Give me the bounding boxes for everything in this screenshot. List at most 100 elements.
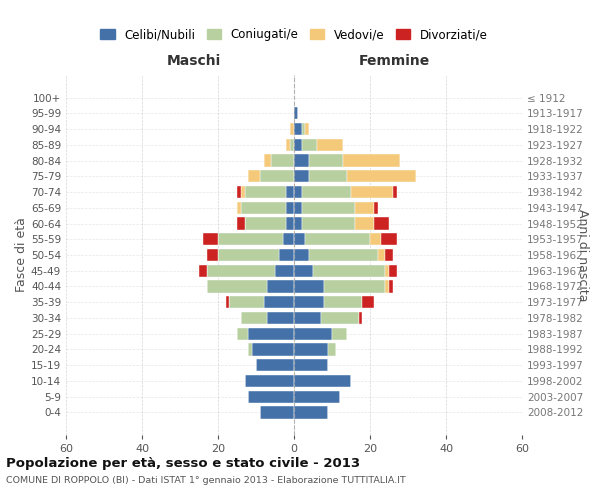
Bar <box>351 186 393 198</box>
Bar <box>237 218 245 230</box>
Bar <box>218 249 279 261</box>
Bar <box>241 186 245 198</box>
Bar <box>294 186 302 198</box>
Bar <box>248 328 294 340</box>
Bar <box>294 202 302 214</box>
Bar <box>309 170 347 182</box>
Bar <box>294 264 313 277</box>
Bar <box>389 264 397 277</box>
Bar <box>218 233 283 245</box>
Bar <box>294 249 309 261</box>
Text: Maschi: Maschi <box>167 54 221 68</box>
Bar <box>206 249 218 261</box>
Bar <box>385 264 389 277</box>
Bar <box>294 328 332 340</box>
Bar <box>347 170 416 182</box>
Bar <box>229 296 263 308</box>
Bar <box>241 312 268 324</box>
Bar <box>279 249 294 261</box>
Bar <box>374 202 377 214</box>
Bar <box>294 390 340 403</box>
Bar <box>355 202 374 214</box>
Bar <box>283 233 294 245</box>
Bar <box>268 312 294 324</box>
Bar <box>294 138 302 151</box>
Bar <box>245 186 286 198</box>
Bar <box>268 280 294 292</box>
Bar <box>275 264 294 277</box>
Bar <box>294 359 328 372</box>
Bar <box>332 328 347 340</box>
Bar <box>294 375 351 387</box>
Bar <box>294 312 320 324</box>
Bar <box>263 154 271 166</box>
Bar <box>355 218 374 230</box>
Bar <box>294 170 309 182</box>
Bar <box>302 186 351 198</box>
Bar <box>389 280 393 292</box>
Bar <box>313 264 385 277</box>
Bar <box>260 406 294 418</box>
Bar <box>294 107 298 120</box>
Bar <box>286 186 294 198</box>
Bar <box>271 154 294 166</box>
Bar <box>203 233 218 245</box>
Bar <box>309 154 343 166</box>
Bar <box>343 154 400 166</box>
Bar <box>241 202 286 214</box>
Bar <box>320 312 359 324</box>
Bar <box>302 218 355 230</box>
Bar <box>294 406 328 418</box>
Legend: Celibi/Nubili, Coniugati/e, Vedovi/e, Divorziati/e: Celibi/Nubili, Coniugati/e, Vedovi/e, Di… <box>95 24 493 46</box>
Bar <box>286 218 294 230</box>
Text: COMUNE DI ROPPOLO (BI) - Dati ISTAT 1° gennaio 2013 - Elaborazione TUTTITALIA.IT: COMUNE DI ROPPOLO (BI) - Dati ISTAT 1° g… <box>6 476 406 485</box>
Bar <box>385 249 393 261</box>
Text: Popolazione per età, sesso e stato civile - 2013: Popolazione per età, sesso e stato civil… <box>6 458 360 470</box>
Bar <box>309 249 377 261</box>
Bar <box>237 186 241 198</box>
Bar <box>302 123 305 135</box>
Y-axis label: Fasce di età: Fasce di età <box>15 218 28 292</box>
Bar <box>393 186 397 198</box>
Bar <box>294 344 328 355</box>
Bar <box>248 170 260 182</box>
Bar <box>370 233 382 245</box>
Bar <box>206 280 268 292</box>
Bar <box>359 312 362 324</box>
Bar <box>206 264 275 277</box>
Bar <box>294 123 302 135</box>
Bar <box>294 218 302 230</box>
Bar <box>245 218 286 230</box>
Bar <box>263 296 294 308</box>
Bar <box>294 296 325 308</box>
Bar <box>328 344 336 355</box>
Bar <box>305 123 309 135</box>
Bar <box>199 264 206 277</box>
Bar <box>286 138 290 151</box>
Bar <box>377 249 385 261</box>
Bar <box>260 170 294 182</box>
Bar <box>286 202 294 214</box>
Bar <box>302 202 355 214</box>
Bar <box>248 344 252 355</box>
Bar <box>248 390 294 403</box>
Bar <box>256 359 294 372</box>
Bar <box>237 328 248 340</box>
Bar <box>385 280 389 292</box>
Bar <box>237 202 241 214</box>
Bar <box>302 138 317 151</box>
Bar <box>382 233 397 245</box>
Bar <box>294 233 305 245</box>
Y-axis label: Anni di nascita: Anni di nascita <box>576 209 589 301</box>
Bar <box>325 280 385 292</box>
Bar <box>305 233 370 245</box>
Bar <box>290 138 294 151</box>
Bar <box>252 344 294 355</box>
Text: Femmine: Femmine <box>359 54 430 68</box>
Bar <box>317 138 343 151</box>
Bar <box>226 296 229 308</box>
Bar <box>294 280 325 292</box>
Bar <box>245 375 294 387</box>
Bar <box>374 218 389 230</box>
Bar <box>290 123 294 135</box>
